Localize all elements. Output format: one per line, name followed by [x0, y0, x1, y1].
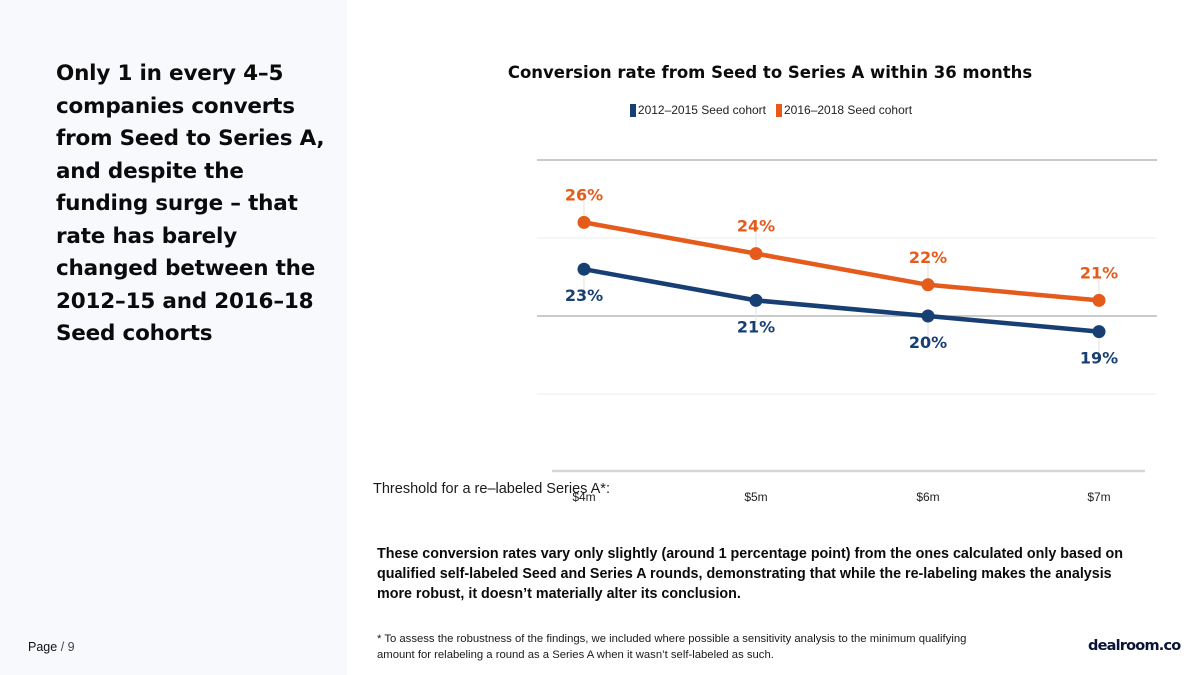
series-line-1: [581, 220, 1102, 303]
page-number: 9: [67, 640, 75, 654]
data-point: [921, 309, 935, 323]
data-label: 24%: [737, 217, 775, 236]
x-tick-label: $6m: [916, 490, 940, 504]
dealroom-logo: dealroom.co: [1088, 638, 1181, 654]
headline: Only 1 in every 4–5 companies converts f…: [56, 61, 325, 346]
legend-item-2016-2018: 2016–2018 Seed cohort: [776, 103, 912, 117]
x-tick-label: $4m: [572, 490, 596, 504]
legend-swatch-2012-2015: [629, 103, 636, 117]
data-point: [577, 215, 591, 229]
data-point: [749, 293, 763, 307]
data-label: 22%: [909, 248, 947, 267]
data-label: 20%: [909, 333, 947, 352]
footnote: * To assess the robustness of the findin…: [377, 633, 967, 661]
legend-item-2012-2015: 2012–2015 Seed cohort: [629, 103, 766, 117]
page-indicator: Page / 9: [28, 640, 75, 654]
page-separator: /: [60, 640, 65, 654]
left-panel: Only 1 in every 4–5 companies converts f…: [0, 0, 347, 675]
legend-label-2016-2018: 2016–2018 Seed cohort: [784, 103, 913, 117]
data-label: 26%: [565, 185, 603, 204]
data-label: 19%: [1080, 349, 1118, 368]
series-line-0: [581, 266, 1102, 334]
legend-label-2012-2015: 2012–2015 Seed cohort: [637, 103, 766, 117]
x-axis-label: Threshold for a re–labeled Series A*:: [373, 481, 610, 497]
data-label: 21%: [1080, 263, 1118, 282]
data-label: 21%: [737, 317, 775, 336]
page-label: Page: [28, 640, 58, 654]
chart-title: Conversion rate from Seed to Series A wi…: [507, 63, 1033, 82]
data-point: [577, 262, 591, 276]
data-point: [749, 247, 763, 261]
x-tick-label: $5m: [744, 490, 768, 504]
chart-note: These conversion rates vary only slightl…: [377, 546, 1124, 602]
data-label: 23%: [565, 286, 603, 305]
chart-legend: 2012–2015 Seed cohort 2016–2018 Seed coh…: [400, 103, 1142, 117]
data-point: [1092, 293, 1106, 307]
data-point: [1092, 325, 1106, 339]
x-tick-label: $7m: [1087, 490, 1111, 504]
data-point: [921, 278, 935, 292]
legend-swatch-2016-2018: [776, 103, 782, 117]
